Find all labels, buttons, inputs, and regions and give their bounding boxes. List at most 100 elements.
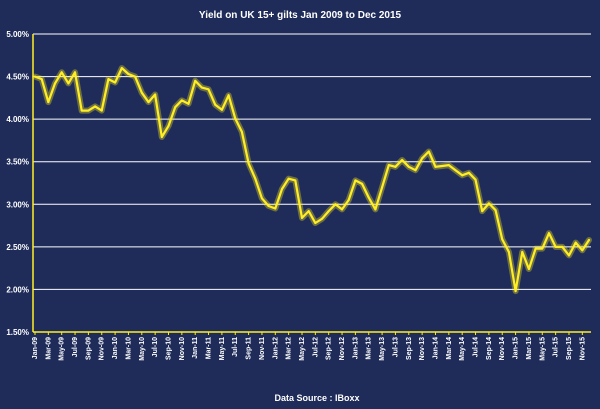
- data-point: [501, 238, 504, 241]
- x-tick-label: May-09: [59, 337, 66, 361]
- data-point: [127, 73, 130, 76]
- data-point: [167, 124, 170, 127]
- data-point: [54, 82, 57, 85]
- data-point: [474, 178, 477, 181]
- data-point: [314, 222, 317, 225]
- data-point: [574, 241, 577, 244]
- data-point: [507, 250, 510, 253]
- data-point: [287, 177, 290, 180]
- data-point: [534, 247, 537, 250]
- chart-title: Yield on UK 15+ gilts Jan 2009 to Dec 20…: [199, 10, 402, 21]
- data-point: [481, 210, 484, 213]
- x-tick-label: Sep-11: [246, 337, 253, 360]
- x-tick-label: Jul-12: [312, 337, 319, 357]
- data-point: [147, 101, 150, 104]
- data-point: [588, 239, 590, 242]
- data-point: [134, 75, 137, 78]
- data-point: [94, 105, 97, 108]
- x-tick-label: Jan-13: [352, 337, 359, 359]
- data-point: [567, 254, 570, 257]
- x-tick-label: Jan-15: [513, 337, 520, 359]
- x-tick-label: Jan-12: [272, 337, 279, 359]
- x-tick-label: Nov-14: [499, 337, 506, 360]
- x-axis-ticks: Jan-09 Mar-09 May-09 Jul-09 Sep-09 Nov-09 Jan-…: [32, 332, 586, 361]
- y-tick-label: 4.50%: [6, 73, 29, 82]
- series-layer: [32, 65, 592, 295]
- data-point: [34, 75, 36, 78]
- data-point: [300, 216, 303, 219]
- x-tick-label: Jul-15: [553, 337, 560, 357]
- data-point: [341, 208, 344, 211]
- data-point: [187, 102, 190, 105]
- data-point: [307, 210, 310, 213]
- data-point: [401, 159, 404, 162]
- x-tick-label: May-13: [379, 337, 386, 361]
- data-point: [260, 197, 263, 200]
- x-tick-label: Nov-09: [99, 337, 106, 360]
- x-tick-label: Nov-11: [259, 337, 266, 360]
- x-tick-label: May-14: [459, 337, 466, 361]
- data-point: [67, 82, 70, 85]
- y-tick-label: 3.00%: [6, 200, 29, 209]
- data-point: [140, 91, 143, 94]
- x-tick-label: Nov-13: [419, 337, 426, 360]
- data-point: [381, 186, 384, 189]
- x-tick-label: Jul-14: [473, 337, 480, 357]
- data-point: [160, 136, 163, 139]
- y-tick-label: 3.50%: [6, 158, 29, 167]
- y-tick-label: 2.50%: [6, 243, 29, 252]
- data-point: [447, 164, 450, 167]
- data-point: [334, 203, 337, 206]
- x-tick-label: Nov-15: [579, 337, 586, 360]
- x-tick-label: May-11: [219, 337, 226, 360]
- x-tick-label: Mar-13: [366, 337, 373, 360]
- data-point: [174, 106, 177, 109]
- data-point: [234, 117, 237, 120]
- data-point: [74, 71, 77, 74]
- x-tick-label: Jul-13: [392, 337, 399, 357]
- data-point: [407, 165, 410, 168]
- y-tick-label: 2.00%: [6, 285, 29, 294]
- data-point: [327, 210, 330, 213]
- data-point: [461, 174, 464, 177]
- data-point: [361, 182, 364, 185]
- data-point: [120, 67, 123, 70]
- axes: [32, 34, 591, 333]
- data-point: [87, 109, 90, 112]
- data-point: [414, 169, 417, 172]
- data-point: [374, 208, 377, 211]
- data-point: [207, 88, 210, 91]
- data-point: [321, 217, 324, 220]
- x-tick-label: Jan-11: [192, 337, 199, 359]
- data-point: [421, 157, 424, 160]
- x-tick-label: Mar-14: [446, 337, 453, 360]
- data-point: [220, 108, 223, 111]
- x-tick-label: Jan-10: [112, 337, 119, 359]
- x-tick-label: Nov-10: [179, 337, 186, 360]
- x-tick-label: Mar-15: [526, 337, 533, 360]
- data-point: [194, 79, 197, 82]
- x-tick-label: Sep-09: [85, 337, 92, 360]
- data-point: [100, 109, 103, 112]
- data-point: [280, 187, 283, 190]
- x-tick-label: Mar-10: [125, 337, 132, 360]
- data-point: [294, 179, 297, 182]
- data-point: [494, 209, 497, 212]
- series-line-gilt-yield: [33, 67, 591, 293]
- y-axis-ticks: 1.50% 2.00% 2.50% 3.00% 3.50% 4.00% 4.50% 5.00%: [6, 30, 29, 337]
- x-tick-label: May-15: [539, 337, 546, 361]
- gridlines: [33, 33, 591, 290]
- data-point: [521, 250, 524, 253]
- x-tick-label: Jul-11: [232, 337, 239, 357]
- data-point: [80, 109, 83, 112]
- x-tick-label: May-12: [299, 337, 306, 361]
- data-point: [200, 86, 203, 89]
- x-tick-label: Sep-10: [165, 337, 172, 360]
- data-point: [214, 103, 217, 106]
- data-point: [427, 150, 430, 153]
- data-point: [114, 81, 117, 84]
- data-point: [354, 179, 357, 182]
- data-point: [47, 101, 50, 104]
- x-tick-label: Sep-14: [486, 337, 493, 360]
